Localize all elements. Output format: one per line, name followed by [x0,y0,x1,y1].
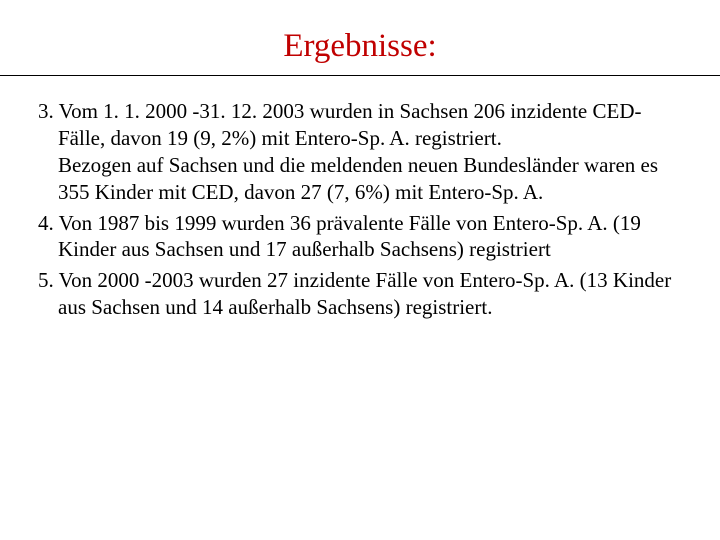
list-item: 5. Von 2000 -2003 wurden 27 inzidente Fä… [38,267,682,321]
body-text: 3. Vom 1. 1. 2000 -31. 12. 2003 wurden i… [0,76,720,321]
item-number: 3. [38,99,54,123]
item-number: 4. [38,211,54,235]
item-text: Von 1987 bis 1999 wurden 36 prävalente F… [58,211,641,262]
item-text: Von 2000 -2003 wurden 27 inzidente Fälle… [58,268,671,319]
list-item: 4. Von 1987 bis 1999 wurden 36 prävalent… [38,210,682,264]
list-item: 3. Vom 1. 1. 2000 -31. 12. 2003 wurden i… [38,98,682,206]
item-continuation: Bezogen auf Sachsen und die meldenden ne… [58,152,682,206]
item-text: Vom 1. 1. 2000 -31. 12. 2003 wurden in S… [58,99,642,150]
slide: Ergebnisse: 3. Vom 1. 1. 2000 -31. 12. 2… [0,0,720,540]
item-number: 5. [38,268,54,292]
slide-title: Ergebnisse: [0,28,720,65]
